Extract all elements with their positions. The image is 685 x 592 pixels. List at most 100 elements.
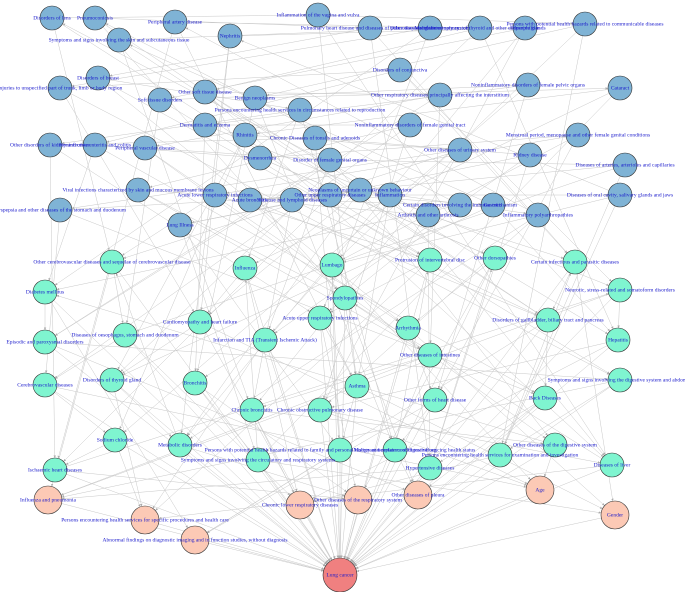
edge	[241, 40, 621, 196]
edge	[313, 454, 501, 503]
node	[605, 327, 631, 353]
edge	[389, 194, 605, 456]
node	[599, 452, 625, 478]
edge	[206, 399, 436, 534]
edge	[158, 464, 613, 520]
node	[82, 5, 108, 31]
edge	[259, 134, 567, 159]
edge	[358, 194, 391, 375]
edge	[353, 379, 621, 566]
node	[39, 5, 65, 31]
edge	[244, 279, 259, 461]
node-label: Noninfective enteritis and colitis	[59, 141, 131, 148]
edge	[199, 321, 332, 561]
edge	[355, 489, 541, 569]
node-label: Infarction and TIA (Transient Ischemic A…	[213, 336, 317, 343]
node-label: Abnormal findings on diagnostic imaging …	[103, 536, 288, 543]
node	[287, 97, 313, 123]
node	[167, 432, 193, 458]
edge	[119, 134, 246, 430]
edge	[351, 494, 419, 564]
node	[242, 85, 268, 111]
node	[42, 457, 68, 483]
edge	[429, 269, 492, 469]
edge	[272, 264, 333, 332]
edge	[54, 293, 609, 471]
node	[37, 132, 63, 158]
node-label: Chronic lower respiratory diseases	[262, 502, 338, 508]
node-label: Lung Illness	[166, 222, 193, 228]
node-label: Diabetes mellitus	[26, 289, 64, 295]
node-label: Other upper respiratory diseases	[294, 192, 365, 198]
node-label: Age	[535, 487, 545, 493]
edge	[115, 273, 181, 446]
node-label: Ischaemic heart diseases	[28, 467, 82, 473]
node	[417, 342, 443, 368]
node	[482, 245, 508, 271]
node-label: Sodium chloride	[97, 437, 134, 443]
node	[417, 455, 443, 481]
node	[607, 182, 633, 208]
edge	[121, 321, 201, 374]
node-label: Acute bronchitis	[232, 197, 269, 203]
node-label: Diseases of oral cavity, salivary glands…	[567, 191, 673, 198]
node	[532, 385, 558, 411]
node	[607, 75, 633, 101]
node	[427, 82, 453, 108]
edge	[56, 294, 556, 446]
edge	[194, 382, 347, 493]
edge	[499, 273, 571, 456]
node	[99, 249, 125, 275]
edge	[149, 124, 411, 188]
node-label: Cataract	[611, 85, 630, 91]
edge	[504, 194, 621, 445]
node	[112, 322, 138, 348]
edge	[266, 87, 621, 452]
edge	[111, 379, 172, 437]
edge	[343, 194, 621, 263]
edge	[155, 259, 431, 511]
edge	[343, 327, 409, 559]
node	[535, 307, 561, 333]
node	[572, 11, 598, 37]
node	[377, 182, 403, 208]
node	[600, 500, 630, 530]
node-label: Dipsophilism	[510, 25, 540, 31]
edge	[54, 469, 325, 570]
edge	[340, 385, 358, 559]
node	[32, 279, 58, 305]
edge	[319, 409, 339, 559]
node	[237, 187, 263, 213]
node	[525, 202, 551, 228]
edge	[204, 91, 608, 335]
edge	[417, 257, 496, 321]
node	[607, 367, 633, 393]
node	[467, 15, 493, 41]
edge	[216, 27, 481, 90]
edge	[492, 204, 611, 332]
edge	[56, 204, 461, 291]
edge	[329, 159, 614, 167]
node	[387, 57, 413, 83]
edge	[369, 27, 430, 457]
node-label: Varicose and lymphoid diseases	[257, 197, 327, 203]
node-label: Dyspepsia and other diseases of the stom…	[0, 206, 127, 213]
edge	[352, 339, 619, 565]
edge	[255, 87, 621, 264]
node-label: Peripheral vascular disease	[115, 145, 175, 151]
node-label: Viral infections characterized by skin a…	[62, 186, 213, 193]
node-label: Disorders of gallbladder, biliary tract …	[492, 316, 603, 323]
node	[162, 9, 188, 35]
edge	[319, 317, 356, 487]
node	[279, 187, 305, 213]
edge	[479, 27, 614, 330]
node	[252, 327, 278, 353]
node	[343, 485, 373, 515]
node-label: Protrusion of intervertebral disc	[395, 256, 466, 263]
node	[344, 373, 370, 399]
edge	[179, 444, 327, 565]
node	[307, 305, 333, 331]
node-label: Neurotic, stress-related and somatoform …	[565, 286, 675, 293]
edges	[43, 13, 626, 573]
edge	[55, 94, 441, 336]
